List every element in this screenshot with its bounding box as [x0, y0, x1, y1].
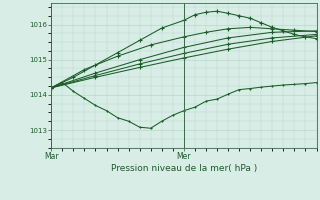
X-axis label: Pression niveau de la mer( hPa ): Pression niveau de la mer( hPa )	[111, 164, 257, 173]
